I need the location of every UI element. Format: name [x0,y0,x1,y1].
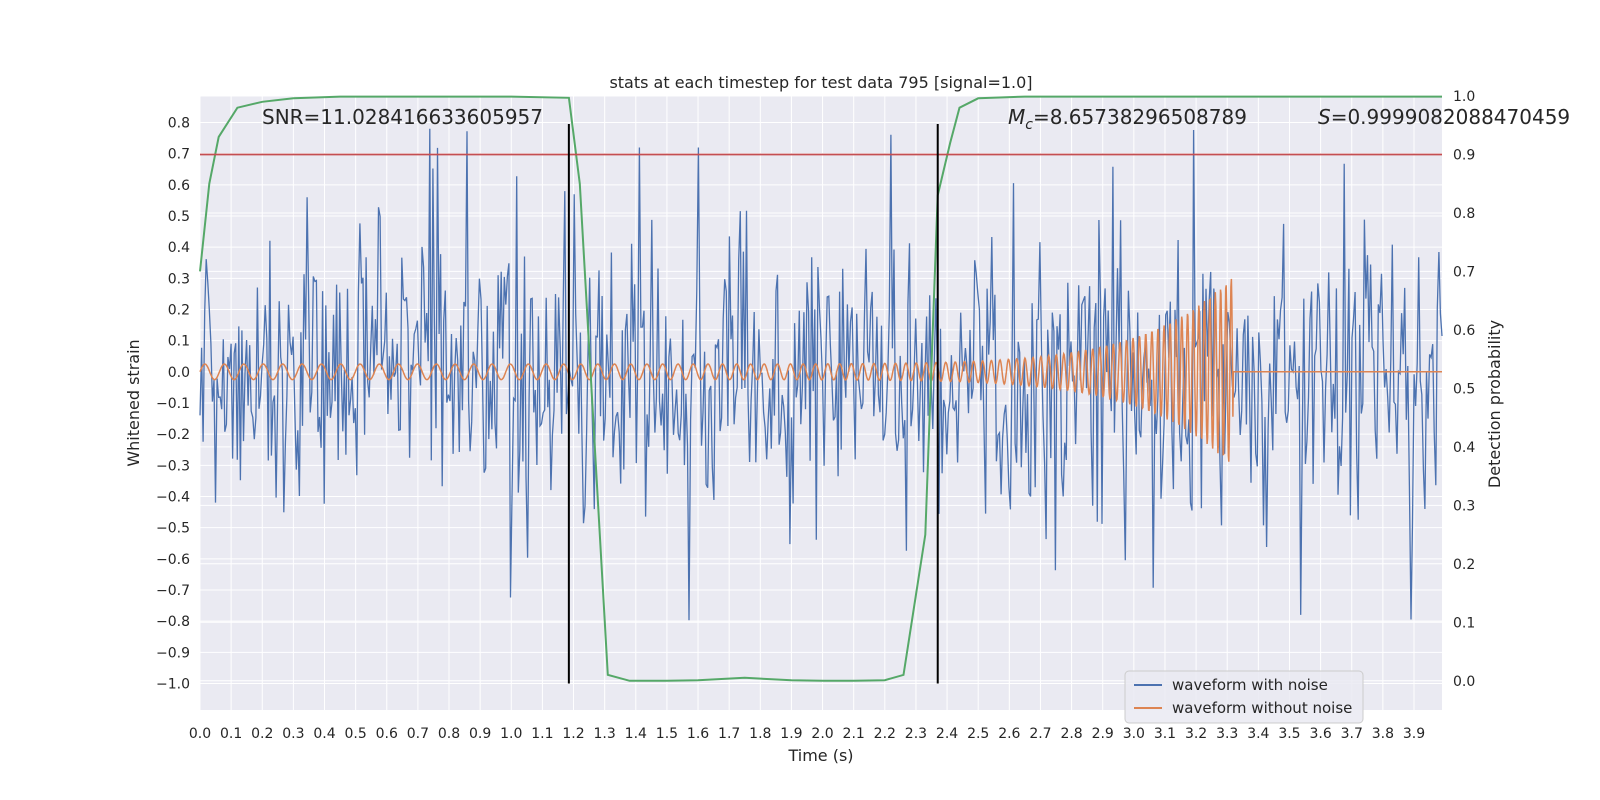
x-tick-label: 0.6 [376,726,398,742]
x-tick-label: 3.2 [1185,726,1207,742]
spin-annotation: S=0.9999082088470459 [1318,105,1570,129]
y2-tick-label: 0.5 [1453,381,1475,397]
x-tick-label: 3.4 [1247,726,1269,742]
legend-box [1124,670,1364,724]
x-tick-label: 3.8 [1372,726,1394,742]
y2-tick-label: 0.7 [1453,264,1475,280]
y-tick-label: −0.6 [156,552,190,568]
x-axis: 0.0 0.1 0.2 0.3 0.4 0.5 0.6 0.7 0.8 0.9 1.0 1.1 1.2 1… [189,726,1425,742]
y2-tick-label: 0.8 [1453,206,1475,222]
x-tick-label: 0.5 [345,726,367,742]
x-tick-label: 2.0 [811,726,833,742]
legend-label-noisy: waveform with noise [1172,676,1328,694]
x-tick-label: 0.2 [251,726,273,742]
x-tick-label: 1.0 [500,726,522,742]
y-tick-label: 0.3 [168,271,190,287]
y-tick-label: −0.4 [156,490,190,506]
x-tick-label: 2.7 [1029,726,1051,742]
x-tick-label: 1.8 [749,726,771,742]
x-tick-label: 3.7 [1341,726,1363,742]
x-tick-label: 2.2 [874,726,896,742]
x-tick-label: 2.9 [1092,726,1114,742]
y-axis-label: Whitened strain [124,339,143,466]
x-axis-label: Time (s) [787,746,853,765]
chirp-mass-symbol: M [1008,105,1025,129]
x-tick-label: 2.8 [1060,726,1082,742]
y-tick-label: −1.0 [156,677,190,693]
y-tick-label: −0.5 [156,521,190,537]
y-tick-label: −0.8 [156,614,190,630]
x-tick-label: 0.1 [220,726,242,742]
x-tick-label: 1.6 [687,726,709,742]
chirp-mass-annotation: Mc=8.65738296508789 [1008,105,1247,133]
y-tick-label: 0.7 [168,147,190,163]
y-tick-label: 0.1 [168,334,190,350]
x-tick-label: 3.5 [1278,726,1300,742]
x-tick-label: 3.1 [1154,726,1176,742]
x-tick-label: 1.3 [594,726,616,742]
y-axis-right: 1.0 0.9 0.8 0.7 0.6 0.5 0.4 0.3 0.2 0.1 0.0 [1453,89,1475,690]
y2-tick-label: 0.9 [1453,147,1475,163]
y-tick-label: −0.1 [156,396,190,412]
y2-tick-label: 0.6 [1453,323,1475,339]
y-tick-label: −0.7 [156,583,190,599]
y2-axis-label: Detection probability [1485,320,1504,488]
y-tick-label: −0.9 [156,645,190,661]
x-tick-label: 3.6 [1309,726,1331,742]
x-tick-label: 0.7 [407,726,429,742]
noisy-waveform-line [199,128,1443,621]
x-tick-label: 0.0 [189,726,211,742]
x-tick-label: 3.3 [1216,726,1238,742]
y-tick-label: 0.0 [168,365,190,381]
y-tick-label: 0.8 [168,115,190,131]
y-axis-left: 0.8 0.7 0.6 0.5 0.4 0.3 0.2 0.1 0.0 −0.1 −0.2 −0.3 −… [156,115,190,692]
x-tick-label: 1.7 [718,726,740,742]
x-tick-label: 2.6 [998,726,1020,742]
legend-label-clean: waveform without noise [1172,699,1352,717]
y2-tick-label: 0.2 [1453,557,1475,573]
x-tick-label: 1.1 [531,726,553,742]
detection-probability-line [199,95,1442,682]
x-tick-label: 1.4 [625,726,647,742]
spin-value: =0.9999082088470459 [1331,105,1570,129]
chirp-mass-subscript: c [1025,117,1033,133]
clean-waveform-series [199,278,1442,462]
y2-tick-label: 0.4 [1453,440,1475,456]
chart-title: stats at each timestep for test data 795… [609,73,1032,92]
x-tick-label: 0.4 [313,726,335,742]
x-tick-label: 1.9 [780,726,802,742]
x-tick-label: 1.2 [562,726,584,742]
chirp-mass-value: =8.65738296508789 [1033,105,1247,129]
x-tick-label: 2.1 [843,726,865,742]
x-tick-label: 1.5 [656,726,678,742]
y2-tick-label: 1.0 [1453,89,1475,105]
detection-probability-series [199,95,1442,682]
y2-tick-label: 0.0 [1453,674,1475,690]
markers [200,124,1442,684]
x-tick-label: 3.9 [1403,726,1425,742]
spin-symbol: S [1318,105,1331,129]
snr-annotation: SNR=11.028416633605957 [262,105,543,129]
x-tick-label: 0.3 [282,726,304,742]
y-tick-label: −0.2 [156,427,190,443]
y2-tick-label: 0.1 [1453,615,1475,631]
y-tick-label: 0.6 [168,178,190,194]
y-tick-label: 0.4 [168,240,190,256]
x-tick-label: 0.9 [469,726,491,742]
x-tick-label: 3.0 [1123,726,1145,742]
y-tick-label: −0.3 [156,458,190,474]
y-tick-label: 0.5 [168,209,190,225]
noisy-waveform-series [199,128,1443,621]
x-tick-label: 0.8 [438,726,460,742]
x-tick-label: 2.3 [905,726,927,742]
x-tick-label: 2.5 [967,726,989,742]
x-tick-label: 2.4 [936,726,958,742]
clean-waveform-line [199,278,1442,462]
y-tick-label: 0.2 [168,302,190,318]
legend: waveform with noise waveform without noi… [1124,670,1364,724]
y2-tick-label: 0.3 [1453,498,1475,514]
